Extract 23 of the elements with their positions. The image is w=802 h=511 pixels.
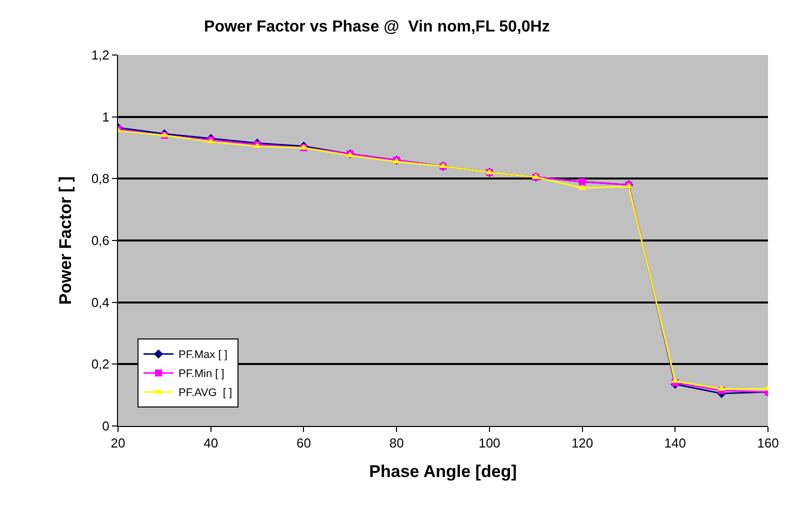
legend-label: PF.Min [ ] xyxy=(178,368,224,380)
y-tick-label: 0,6 xyxy=(91,233,110,248)
y-tick-label: 0,8 xyxy=(91,171,110,186)
x-tick-label: 40 xyxy=(204,436,218,451)
y-axis-title: Power Factor [ ] xyxy=(56,176,75,305)
x-tick-label: 120 xyxy=(571,436,594,451)
y-tick-label: 1 xyxy=(102,109,110,124)
x-axis-title: Phase Angle [deg] xyxy=(369,462,517,481)
x-tick-label: 100 xyxy=(478,436,500,451)
chart-title: Power Factor vs Phase @ Vin nom,FL 50,0Hz xyxy=(204,18,550,36)
y-tick-label: 1,2 xyxy=(91,48,110,63)
legend-label: PF.AVG [ ] xyxy=(178,387,232,400)
point xyxy=(578,184,586,190)
y-tick-label: 0 xyxy=(102,418,110,434)
x-tick-label: 160 xyxy=(757,436,779,451)
x-tick-label: 140 xyxy=(664,436,686,451)
legend-label: PF.Max [ ] xyxy=(178,349,228,362)
x-tick-label: 60 xyxy=(296,436,311,451)
y-tick-label: 0,2 xyxy=(91,356,110,372)
y-tick-label: 0,4 xyxy=(91,294,110,310)
x-tick-label: 80 xyxy=(389,436,404,451)
point xyxy=(718,385,726,391)
x-tick-label: 20 xyxy=(110,436,126,451)
